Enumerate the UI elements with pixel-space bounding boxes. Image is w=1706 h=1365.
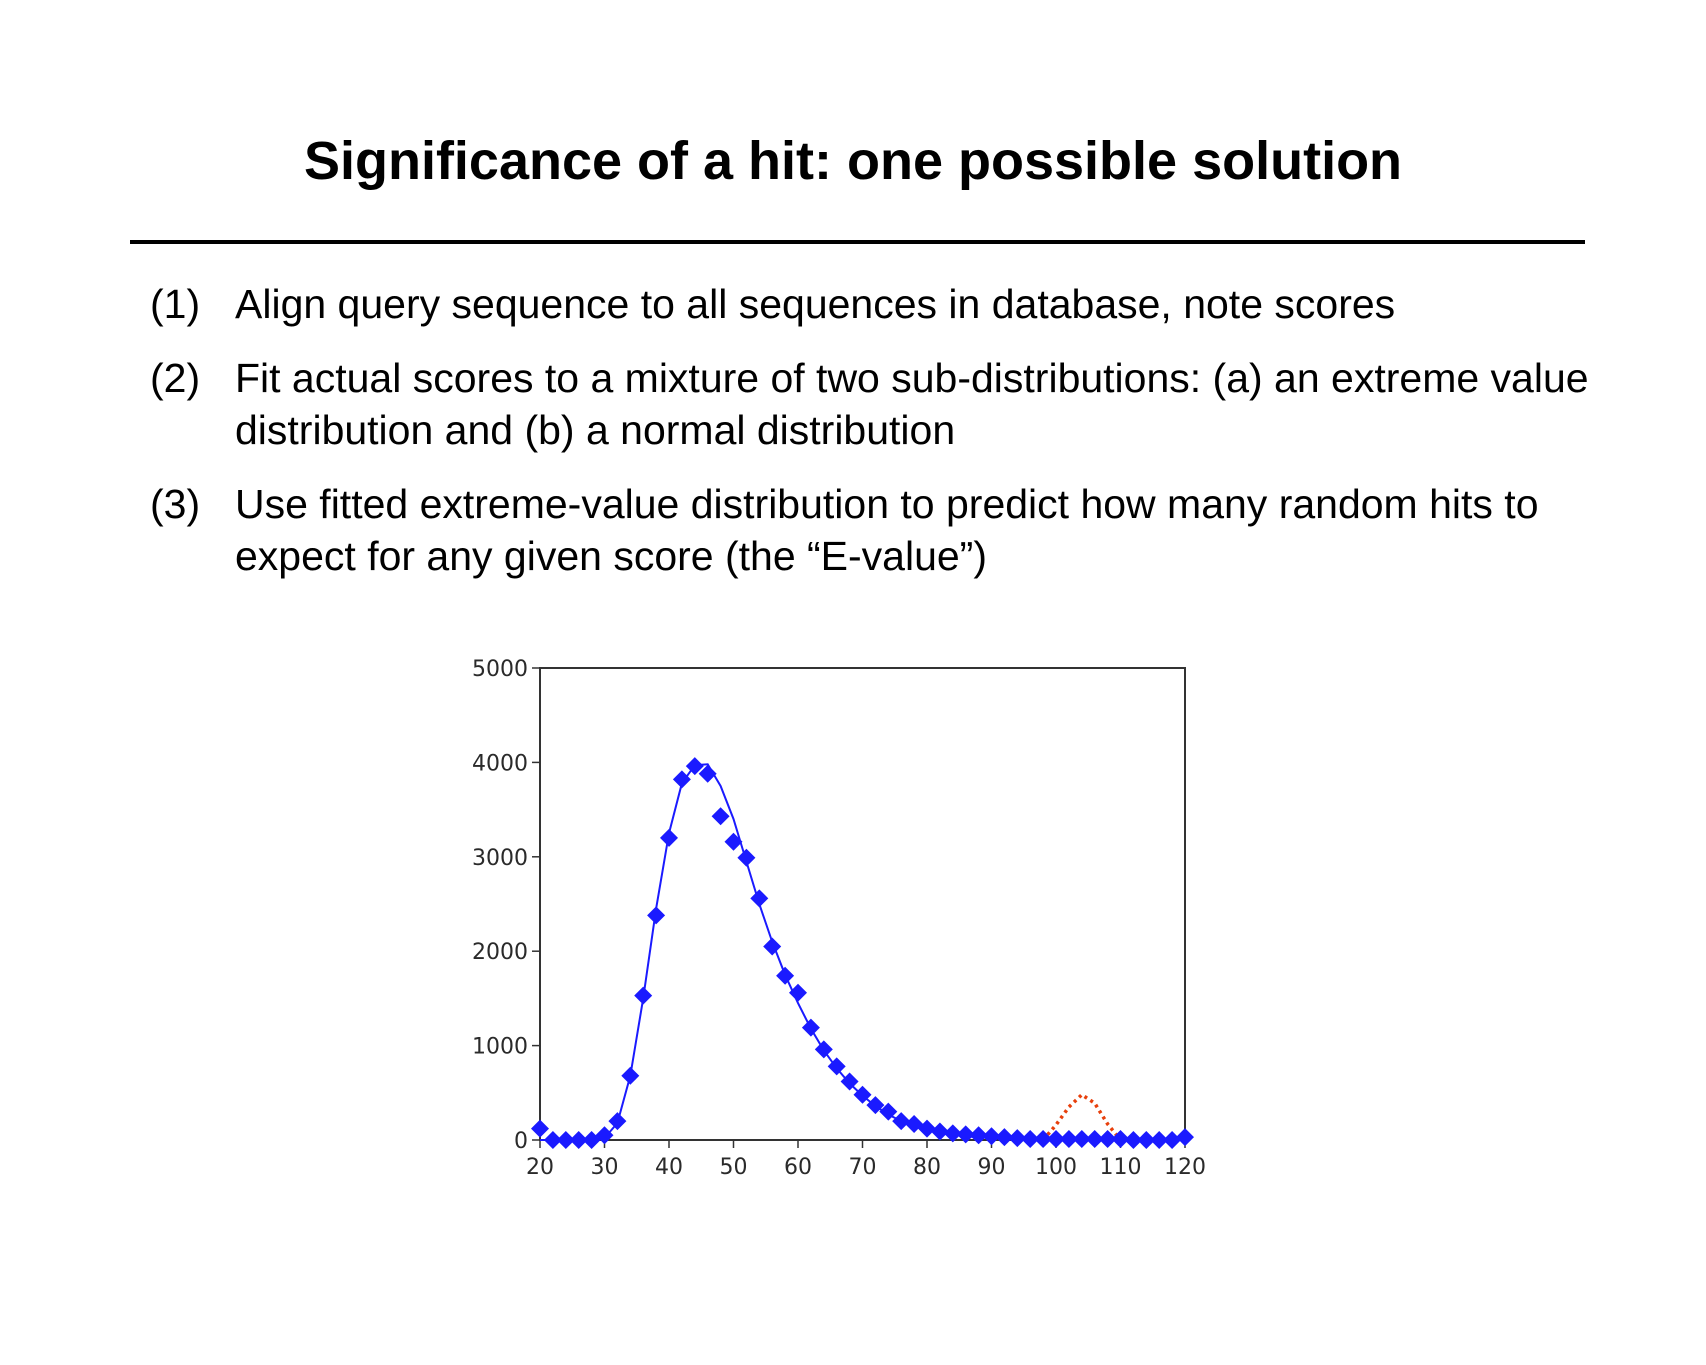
step-text: Use fitted extreme-value distribution to… bbox=[235, 481, 1539, 579]
data-point bbox=[918, 1119, 936, 1138]
data-point bbox=[595, 1126, 614, 1145]
data-point bbox=[930, 1122, 949, 1141]
y-tick-label: 2000 bbox=[472, 940, 528, 965]
data-point bbox=[789, 983, 807, 1002]
data-point bbox=[995, 1128, 1014, 1147]
x-tick-label: 100 bbox=[1035, 1155, 1077, 1180]
data-point bbox=[982, 1127, 1001, 1146]
y-tick-label: 3000 bbox=[472, 846, 528, 871]
x-tick-label: 40 bbox=[655, 1155, 683, 1180]
data-point bbox=[814, 1040, 833, 1059]
data-point bbox=[969, 1126, 988, 1145]
data-point bbox=[1047, 1130, 1065, 1149]
data-point bbox=[892, 1112, 911, 1131]
data-point bbox=[698, 764, 717, 783]
step-number: (2) bbox=[150, 355, 201, 401]
data-point bbox=[672, 770, 691, 789]
data-point bbox=[879, 1102, 898, 1121]
y-tick-label: 0 bbox=[514, 1129, 528, 1154]
data-point bbox=[647, 906, 666, 925]
plot-frame bbox=[539, 667, 1186, 1141]
step-number: (1) bbox=[150, 281, 201, 327]
data-point bbox=[1137, 1131, 1156, 1149]
data-point bbox=[1176, 1128, 1194, 1147]
score-distribution-chart: 0 1000 2000 3000 4000 5000 20 30 40 50 60 70 80 90 100… bbox=[472, 657, 1206, 1180]
step-number: (3) bbox=[150, 481, 201, 527]
normal-fit-curve bbox=[1041, 1092, 1122, 1142]
data-point bbox=[1150, 1131, 1169, 1149]
data-point bbox=[634, 986, 653, 1005]
data-point bbox=[685, 757, 704, 776]
x-tick-label: 20 bbox=[526, 1155, 554, 1180]
data-point bbox=[531, 1119, 549, 1138]
y-tick-label: 5000 bbox=[472, 657, 528, 682]
evd-fit-curve bbox=[540, 763, 1185, 1141]
data-point bbox=[1059, 1130, 1078, 1149]
x-tick-label: 60 bbox=[784, 1155, 812, 1180]
data-point bbox=[737, 848, 756, 867]
data-point bbox=[711, 807, 730, 826]
step-item: (3) Use fitted extreme-value distributio… bbox=[150, 478, 1600, 582]
step-item: (2) Fit actual scores to a mixture of tw… bbox=[150, 352, 1600, 456]
data-point bbox=[724, 832, 743, 851]
x-tick-label: 30 bbox=[591, 1155, 619, 1180]
title-divider bbox=[130, 240, 1585, 244]
data-point bbox=[827, 1057, 846, 1076]
steps-list: (1) Align query sequence to all sequence… bbox=[150, 278, 1600, 604]
x-tick-label: 80 bbox=[913, 1155, 941, 1180]
x-tick-label: 70 bbox=[849, 1155, 877, 1180]
data-point bbox=[660, 828, 678, 847]
data-point bbox=[621, 1066, 640, 1085]
data-point bbox=[569, 1131, 588, 1149]
data-point bbox=[853, 1085, 872, 1104]
x-tick-label: 120 bbox=[1164, 1155, 1206, 1180]
data-point bbox=[1034, 1130, 1053, 1149]
x-tick-label: 90 bbox=[978, 1155, 1006, 1180]
x-tick-label: 110 bbox=[1100, 1155, 1142, 1180]
data-point bbox=[1124, 1131, 1143, 1149]
y-tick-label: 4000 bbox=[472, 751, 528, 776]
data-point bbox=[776, 966, 795, 985]
data-point bbox=[840, 1072, 859, 1091]
data-point bbox=[750, 889, 769, 908]
slide-title: Significance of a hit: one possible solu… bbox=[303, 131, 1403, 191]
data-point bbox=[1098, 1130, 1117, 1149]
y-tick-label: 1000 bbox=[472, 1035, 528, 1060]
data-point bbox=[1163, 1131, 1182, 1149]
step-item: (1) Align query sequence to all sequence… bbox=[150, 278, 1600, 330]
data-point bbox=[1008, 1129, 1027, 1148]
data-point bbox=[801, 1018, 820, 1037]
data-point bbox=[956, 1125, 975, 1144]
data-point bbox=[1111, 1130, 1130, 1149]
data-point bbox=[866, 1096, 885, 1115]
step-text: Align query sequence to all sequences in… bbox=[235, 281, 1396, 327]
data-point bbox=[943, 1124, 962, 1143]
data-point bbox=[556, 1131, 575, 1149]
data-point bbox=[1072, 1130, 1091, 1149]
data-point bbox=[763, 937, 782, 956]
x-tick-label: 50 bbox=[720, 1155, 748, 1180]
step-text: Fit actual scores to a mixture of two su… bbox=[235, 355, 1589, 453]
data-point bbox=[608, 1112, 627, 1131]
data-point bbox=[543, 1131, 562, 1149]
data-point bbox=[1085, 1130, 1104, 1149]
